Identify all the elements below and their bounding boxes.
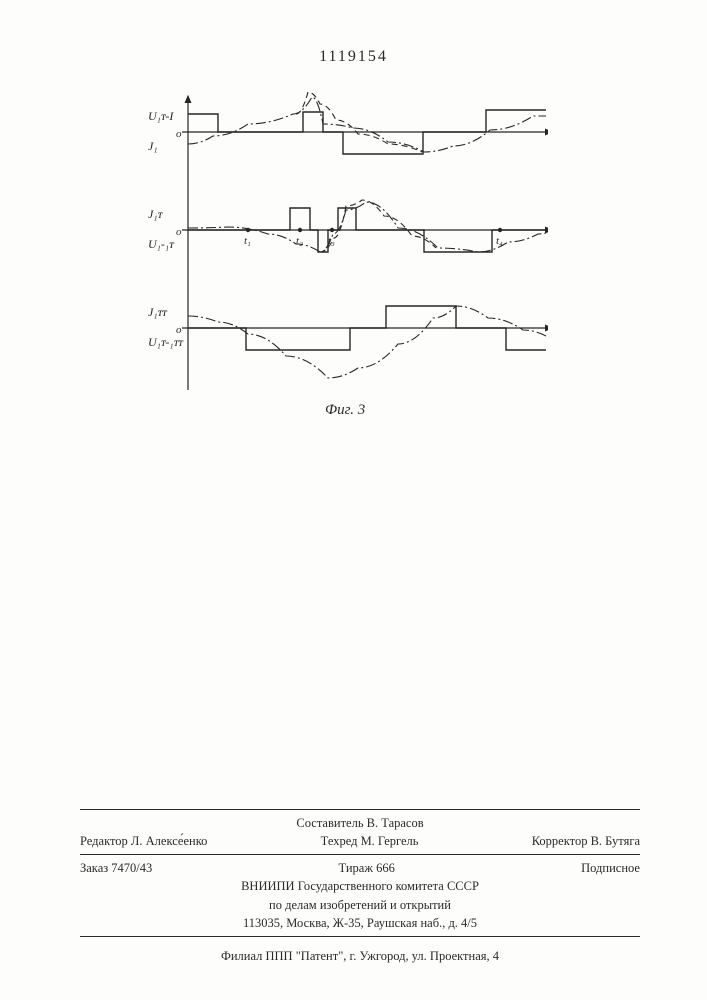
footer-branch: Филиал ППП "Патент", г. Ужгород, ул. Про… xyxy=(80,947,640,965)
svg-text:t₂: t₂ xyxy=(296,235,303,247)
footer-editor: Редактор Л. Алексе́енко xyxy=(80,832,207,850)
footer-compiler: Составитель В. Тарасов xyxy=(80,814,640,832)
svg-text:J₁: J₁ xyxy=(148,139,158,153)
svg-text:U₁ᴛ-₁ᴛᴛ: U₁ᴛ-₁ᴛᴛ xyxy=(148,335,184,349)
footer-tehred: Техред М. Гергель xyxy=(321,832,419,850)
footer-staff-row: Редактор Л. Алексе́енко Техред М. Гергел… xyxy=(80,832,640,850)
footer-org-1: ВНИИПИ Государственного комитета СССР xyxy=(80,877,640,895)
svg-text:t₄: t₄ xyxy=(496,235,503,247)
svg-text:о: о xyxy=(176,226,182,238)
footer-rule-2 xyxy=(80,854,640,855)
footer-tirazh: Тираж 666 xyxy=(339,859,395,877)
figure-3: оtU₁ᴛ-IJ₁оtJ₁ᴛU₁-₁ᴛt₁t₂t₃t₄оtJ₁ᴛᴛU₁ᴛ-₁ᴛᴛ xyxy=(148,90,548,400)
svg-text:t₁: t₁ xyxy=(244,235,251,247)
svg-text:U₁ᴛ-I: U₁ᴛ-I xyxy=(148,109,174,123)
footer-org-2: по делам изобретений и открытий xyxy=(80,896,640,914)
svg-text:J₁ᴛᴛ: J₁ᴛᴛ xyxy=(148,305,168,319)
svg-text:U₁-₁ᴛ: U₁-₁ᴛ xyxy=(148,237,175,251)
footer-rule-1 xyxy=(80,809,640,810)
footer-block: Составитель В. Тарасов Редактор Л. Алекс… xyxy=(80,805,640,965)
svg-text:о: о xyxy=(176,128,182,140)
svg-text:t₃: t₃ xyxy=(328,235,335,247)
figure-svg: оtU₁ᴛ-IJ₁оtJ₁ᴛU₁-₁ᴛt₁t₂t₃t₄оtJ₁ᴛᴛU₁ᴛ-₁ᴛᴛ xyxy=(148,90,548,400)
svg-text:J₁ᴛ: J₁ᴛ xyxy=(148,207,163,221)
footer-corrector: Корректор В. Бутяга xyxy=(532,832,640,850)
footer-order: Заказ 7470/43 xyxy=(80,859,152,877)
page-number: 1119154 xyxy=(0,48,707,66)
figure-caption: Фиг. 3 xyxy=(325,402,365,419)
footer-order-row: Заказ 7470/43 Тираж 666 Подписное xyxy=(80,859,640,877)
footer-subscription: Подписное xyxy=(581,859,640,877)
footer-rule-3 xyxy=(80,936,640,937)
footer-addr: 113035, Москва, Ж-35, Раушская наб., д. … xyxy=(80,914,640,932)
